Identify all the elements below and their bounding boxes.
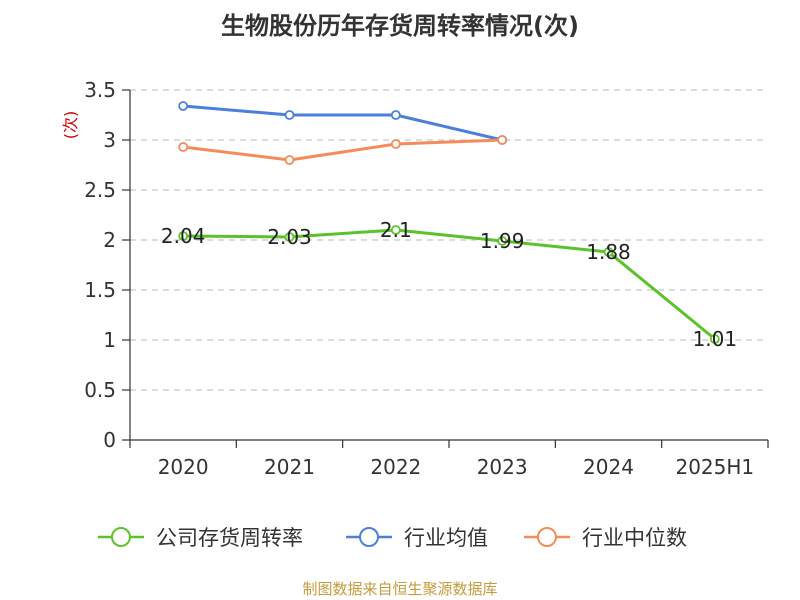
data-label: 1.01 [693,327,738,351]
y-tick-label: 1 [103,328,116,352]
data-label: 2.04 [161,224,206,248]
y-tick-label: 3.5 [84,78,116,102]
series-company-point [284,232,295,242]
legend-label: 公司存货周转率 [156,526,303,550]
y-tick-label: 2.5 [84,178,116,202]
series-company-point [603,247,614,257]
series-industry-median-point [497,135,508,145]
data-label: 2.1 [380,218,412,242]
grid-lines [130,89,768,391]
legend-marker [111,527,131,547]
x-tick-label: 2021 [264,455,315,479]
data-label: 1.99 [480,229,525,253]
series-company-line [183,228,716,341]
chart-title: 生物股份历年存货周转率情况(次) [221,12,579,40]
axes: 0 0.5 1 1.5 2 2.5 3 3.5(次) 2020 2021 2022 2023 2024 2… [61,78,769,479]
source-note: 制图数据来自恒生聚源数据库 [302,580,498,598]
y-tick-label: 0 [103,428,116,452]
legend-label: 行业均值 [404,526,488,550]
series-industry-median-point [178,142,189,152]
y-tick-label: 1.5 [84,278,116,302]
series-industry-median-line [182,138,503,162]
data-labels: 2.04 2.03 2.1 1.99 1.88 1.01 [161,218,737,351]
series-industry-avg-point [284,110,295,120]
series-company-point [178,231,189,241]
legend-label: 行业中位数 [582,526,687,550]
x-tick-label: 2024 [583,455,634,479]
y-tick-label: 0.5 [84,378,116,402]
series-company-point [390,225,401,235]
x-tick-label: 2025H1 [675,455,754,479]
y-tick-label: 3 [103,128,116,152]
series-company-point [497,236,508,246]
series-industry-avg-point [390,110,401,120]
y-tick-label: 2 [103,228,116,252]
series-industry-median-point [284,155,295,165]
legend: 公司存货周转率 行业均值 行业中位数 [98,526,687,550]
data-label: 2.03 [267,225,312,249]
legend-marker [537,527,557,547]
series-industry-avg-line [183,104,503,142]
data-label: 1.88 [586,240,631,264]
x-tick-label: 2023 [477,455,528,479]
series-group [178,101,720,344]
series-industry-median-point [390,139,401,149]
x-tick-label: 2022 [370,455,421,479]
series-company-point [709,334,720,344]
x-tick-label: 2020 [158,455,209,479]
series-industry-avg-point [178,101,189,111]
y-axis-label: (次) [61,111,80,140]
legend-marker [359,527,379,547]
